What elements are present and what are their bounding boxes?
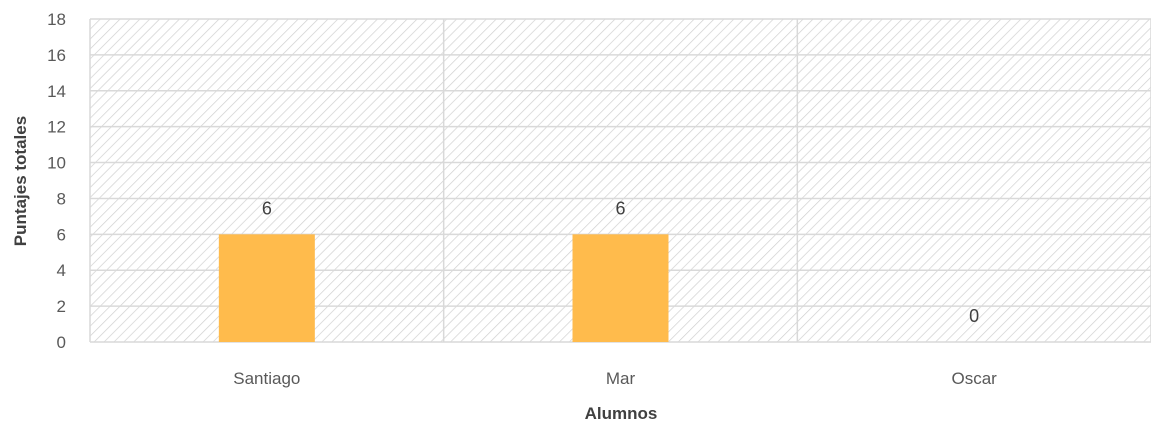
x-axis-categories: Santiago Mar Oscar <box>233 369 997 388</box>
x-tick-label-santiago: Santiago <box>233 369 300 388</box>
y-axis-ticks: 0 2 4 6 8 10 12 14 16 18 <box>47 10 66 352</box>
x-tick-label-mar: Mar <box>606 369 636 388</box>
data-label-oscar: 0 <box>969 306 979 326</box>
bar-santiago <box>218 234 315 342</box>
y-tick-label: 16 <box>47 46 66 65</box>
y-tick-label: 6 <box>57 225 66 244</box>
y-tick-label: 14 <box>47 82 66 101</box>
y-tick-label: 8 <box>57 189 66 208</box>
bar-mar <box>572 234 669 342</box>
y-axis-title: Puntajes totales <box>11 116 30 246</box>
x-axis-title: Alumnos <box>585 404 658 423</box>
y-tick-label: 0 <box>57 333 66 352</box>
y-tick-label: 10 <box>47 154 66 173</box>
y-tick-label: 2 <box>57 297 66 316</box>
y-tick-label: 12 <box>47 118 66 137</box>
data-labels: 6 6 0 <box>262 198 979 326</box>
data-label-santiago: 6 <box>262 198 272 218</box>
y-tick-label: 18 <box>47 10 66 29</box>
data-label-mar: 6 <box>615 198 625 218</box>
y-tick-label: 4 <box>57 261 66 280</box>
x-tick-label-oscar: Oscar <box>951 369 997 388</box>
bars <box>218 234 669 342</box>
